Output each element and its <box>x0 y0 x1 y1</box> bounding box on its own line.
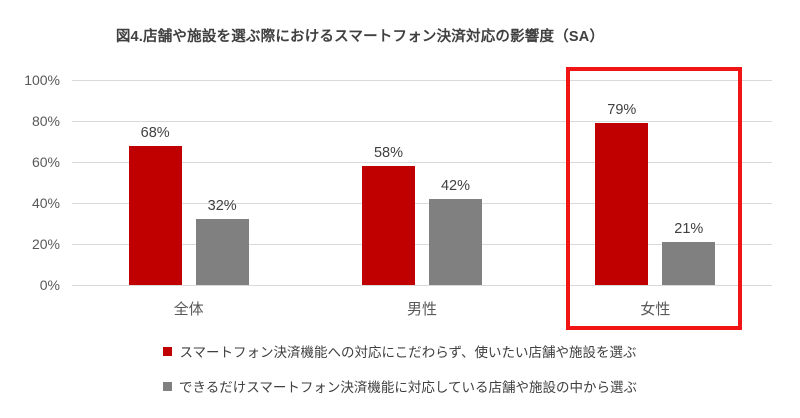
bar-value-label: 21% <box>674 220 704 237</box>
legend-swatch-icon <box>163 381 173 391</box>
legend-label: できるだけスマートフォン決済機能に対応している店舗や施設の中から選ぶ <box>179 380 637 395</box>
chart-title: 図4.店舗や施設を選ぶ際におけるスマートフォン決済対応の影響度（SA） <box>115 29 605 45</box>
bar-value-label: 68% <box>140 124 170 141</box>
y-tick-label: 100% <box>24 72 60 88</box>
category-label: 全体 <box>173 301 204 318</box>
gridline <box>72 244 772 245</box>
bar <box>361 166 415 285</box>
bar-wrap: 68% <box>128 124 182 285</box>
bar-value-label: 79% <box>607 102 637 119</box>
y-tick-label: 40% <box>31 195 60 211</box>
bar <box>662 241 716 285</box>
y-tick-label: 20% <box>31 236 60 252</box>
bar <box>195 219 249 285</box>
gridline <box>72 285 772 286</box>
bar-pair: 68% 32% <box>128 124 249 285</box>
bar-wrap: 79% <box>595 102 649 285</box>
bar-wrap: 58% <box>361 145 415 285</box>
y-tick-label: 60% <box>31 154 60 170</box>
y-axis: 100% 80% 60% 40% 20% 0% <box>0 72 60 293</box>
bar-wrap: 42% <box>428 177 482 285</box>
legend-item: スマートフォン決済機能への対応にこだわらず、使いたい店舗や施設を選ぶ <box>163 341 637 361</box>
gridline <box>72 121 772 122</box>
bar-value-label: 42% <box>440 177 470 194</box>
bar-wrap: 32% <box>195 198 249 285</box>
category-label: 女性 <box>640 301 671 318</box>
bar <box>428 198 482 285</box>
category-label: 男性 <box>406 301 437 318</box>
bar-value-label: 32% <box>207 198 237 215</box>
bar-group: 58% 42% 男性 <box>305 80 538 318</box>
legend-swatch-icon <box>163 346 173 356</box>
gridline <box>72 203 772 204</box>
gridline <box>72 162 772 163</box>
bar-value-label: 58% <box>373 145 403 162</box>
bar-pair: 79% 21% <box>595 102 716 285</box>
bar-wrap: 21% <box>662 220 716 285</box>
bar <box>595 123 649 285</box>
legend: スマートフォン決済機能への対応にこだわらず、使いたい店舗や施設を選ぶ できるだけス… <box>0 341 800 396</box>
y-tick-label: 80% <box>31 113 60 129</box>
bar-groups: 68% 32% 全体 58% 42% 男性 79% 21% 女性 <box>72 80 772 318</box>
legend-label: スマートフォン決済機能への対応にこだわらず、使いたい店舗や施設を選ぶ <box>179 345 637 360</box>
gridline <box>72 80 772 81</box>
bar <box>128 145 182 285</box>
y-tick-label: 0% <box>39 277 60 293</box>
bar-group: 68% 32% 全体 <box>72 80 305 318</box>
legend-item: できるだけスマートフォン決済機能に対応している店舗や施設の中から選ぶ <box>163 376 637 396</box>
plot-area <box>72 80 772 286</box>
bar-pair: 58% 42% <box>361 145 482 285</box>
bar-group: 79% 21% 女性 <box>539 80 772 318</box>
